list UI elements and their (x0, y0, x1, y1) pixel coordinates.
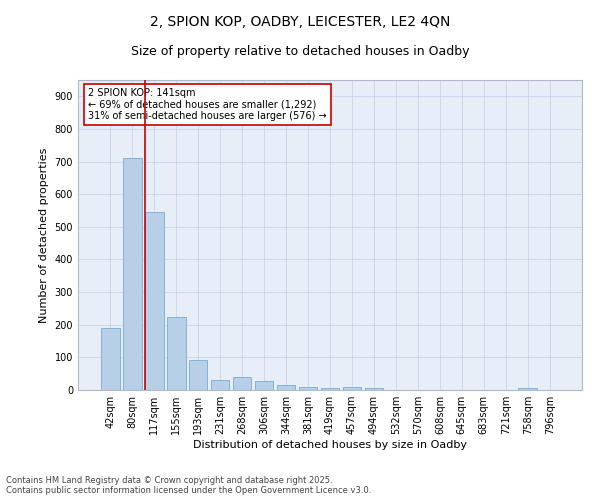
Text: Contains HM Land Registry data © Crown copyright and database right 2025.
Contai: Contains HM Land Registry data © Crown c… (6, 476, 371, 495)
Bar (167, 317, 185, 390)
Text: Size of property relative to detached houses in Oadby: Size of property relative to detached ho… (131, 45, 469, 58)
Bar (101, 328, 119, 390)
Bar (518, 388, 537, 390)
Bar (211, 380, 229, 390)
Y-axis label: Number of detached properties: Number of detached properties (39, 148, 49, 322)
Bar (365, 388, 383, 390)
Text: 2, SPION KOP, OADBY, LEICESTER, LE2 4QN: 2, SPION KOP, OADBY, LEICESTER, LE2 4QN (150, 15, 450, 29)
Bar (145, 212, 164, 390)
Bar (277, 385, 295, 390)
Bar (299, 386, 317, 390)
Bar (123, 158, 142, 390)
X-axis label: Distribution of detached houses by size in Oadby: Distribution of detached houses by size … (193, 440, 467, 450)
Bar (255, 381, 274, 390)
Text: 2 SPION KOP: 141sqm
← 69% of detached houses are smaller (1,292)
31% of semi-det: 2 SPION KOP: 141sqm ← 69% of detached ho… (88, 88, 327, 121)
Bar (233, 377, 251, 390)
Bar (320, 388, 340, 390)
Bar (189, 360, 208, 390)
Bar (343, 386, 361, 390)
